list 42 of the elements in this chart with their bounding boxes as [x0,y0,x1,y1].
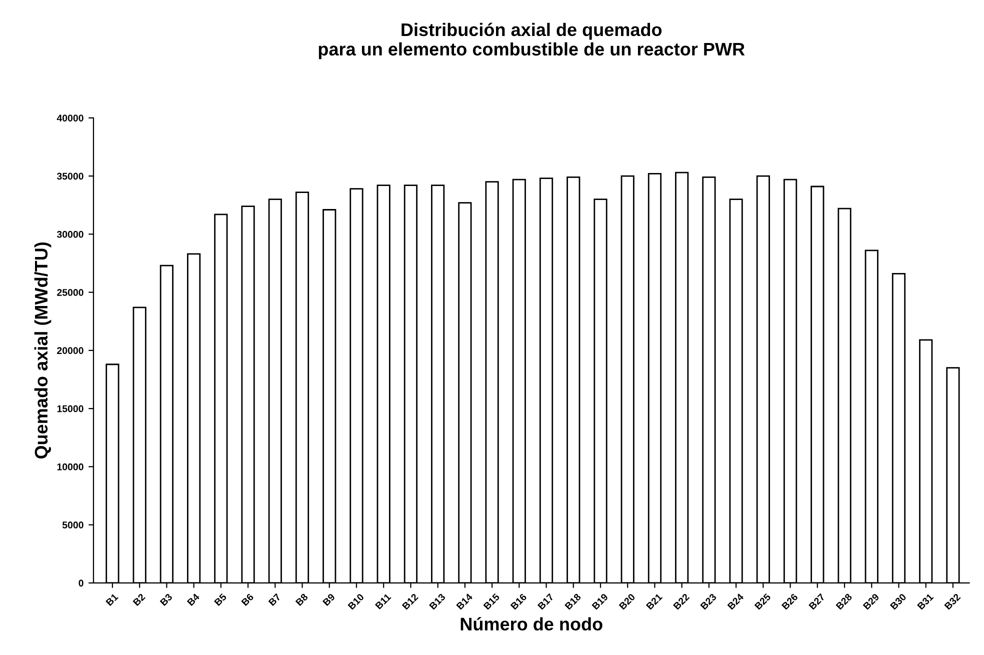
y-tick-label: 25000 [57,289,84,296]
x-tick-label: B24 [727,592,744,610]
y-tick-label: 0 [78,580,84,587]
x-tick-label: B4 [186,592,200,606]
x-tick-label: B32 [944,593,961,610]
x-tick-label: B18 [564,593,582,610]
x-tick-label: B16 [510,593,528,610]
x-tick-label: B7 [268,593,282,606]
x-tick-label: B1 [106,593,118,606]
x-tick-label: B26 [781,593,798,610]
y-tick-label: 15000 [57,405,84,412]
x-tick-label: B25 [754,593,772,610]
y-axis-title: Quemado axial (MWd/TU) [34,242,52,459]
y-tick-label: 10000 [57,463,84,470]
x-tick-label: B14 [456,592,473,610]
x-tick-label: B20 [618,593,636,610]
x-tick-label: B22 [672,593,690,610]
chart-title: Distribución axial de quemado para un elemento combustible de un reactor PWR [318,22,745,60]
y-tick-label: 5000 [62,522,84,528]
x-tick-label: B28 [836,593,852,610]
x-tick-label: B31 [916,593,934,610]
y-tick-label: 20000 [57,347,84,354]
x-tick-label: B13 [428,593,446,610]
x-axis-title: Número de nodo [460,617,602,631]
x-tick-label: B23 [700,593,717,610]
y-tick-label: 40000 [56,114,84,122]
x-tick-label: B10 [348,593,364,610]
x-tick-label: B19 [592,593,608,610]
x-tick-label: B9 [322,593,336,606]
x-tick-label: B3 [160,593,173,606]
y-tick-label: 30000 [56,230,84,238]
x-tick-label: B2 [132,593,146,606]
x-tick-label: B12 [402,593,419,610]
x-tick-label: B21 [646,593,663,610]
x-tick-label: B6 [241,593,254,606]
x-tick-label: B8 [295,593,308,606]
x-tick-label: B29 [862,593,880,610]
x-tick-label: B30 [890,593,907,610]
x-tick-label: B5 [214,593,227,606]
x-tick-label: B11 [374,593,392,610]
y-tick-label: 35000 [56,172,84,180]
x-tick-label: B15 [483,593,500,610]
